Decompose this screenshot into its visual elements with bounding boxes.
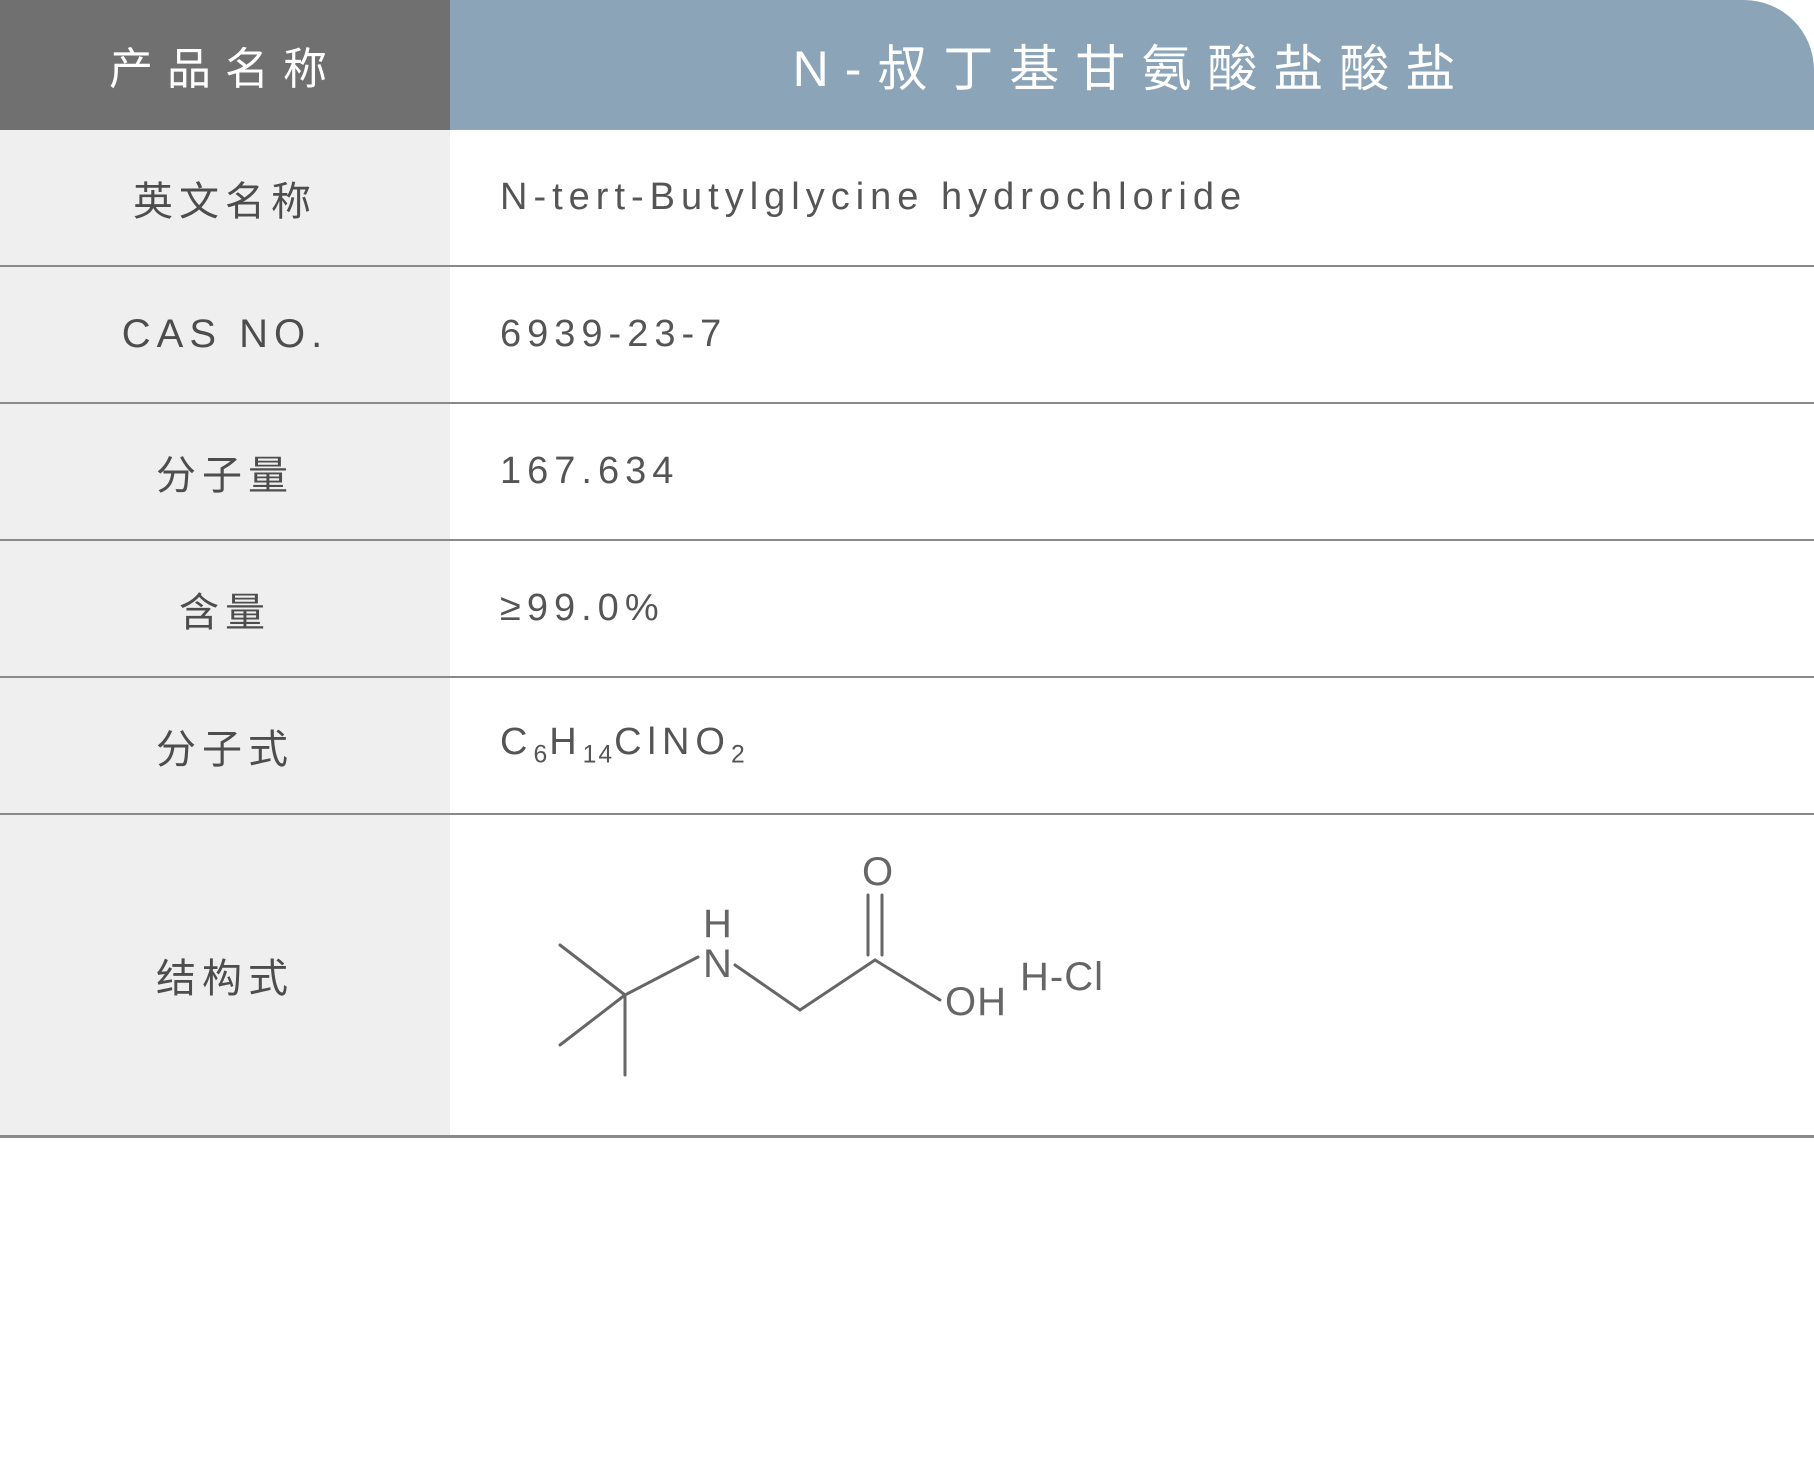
label-cas: CAS NO. <box>0 267 450 402</box>
row-formula: 分子式 C6H14ClNO2 <box>0 678 1814 815</box>
value-cas: 6939-23-7 <box>450 267 1814 402</box>
atom-h: H <box>703 902 733 946</box>
header-label: 产品名称 <box>0 0 450 130</box>
row-structure: 结构式 H N O OH <box>0 815 1814 1138</box>
value-mw: 167.634 <box>450 404 1814 539</box>
header-product-name: N-叔丁基甘氨酸盐酸盐 <box>450 0 1814 130</box>
label-mw: 分子量 <box>0 404 450 539</box>
value-formula: C6H14ClNO2 <box>450 678 1814 813</box>
product-spec-sheet: 产品名称 N-叔丁基甘氨酸盐酸盐 英文名称 N-tert-Butylglycin… <box>0 0 1814 1138</box>
value-structure: H N O OH H-Cl <box>450 815 1814 1135</box>
row-mw: 分子量 167.634 <box>0 404 1814 541</box>
hcl-label: H-Cl <box>1020 955 1104 999</box>
atom-oh: OH <box>945 980 1007 1024</box>
atom-n: N <box>703 942 733 986</box>
formula-text: C6H14ClNO2 <box>500 721 747 770</box>
value-english-name: N-tert-Butylglycine hydrochloride <box>450 130 1814 265</box>
row-purity: 含量 ≥99.0% <box>0 541 1814 678</box>
row-english-name: 英文名称 N-tert-Butylglycine hydrochloride <box>0 130 1814 267</box>
atom-o: O <box>862 850 894 894</box>
label-purity: 含量 <box>0 541 450 676</box>
label-structure: 结构式 <box>0 815 450 1135</box>
row-cas: CAS NO. 6939-23-7 <box>0 267 1814 404</box>
label-english-name: 英文名称 <box>0 130 450 265</box>
value-purity: ≥99.0% <box>450 541 1814 676</box>
structure-diagram: H N O OH H-Cl <box>500 835 1200 1115</box>
header-row: 产品名称 N-叔丁基甘氨酸盐酸盐 <box>0 0 1814 130</box>
label-formula: 分子式 <box>0 678 450 813</box>
